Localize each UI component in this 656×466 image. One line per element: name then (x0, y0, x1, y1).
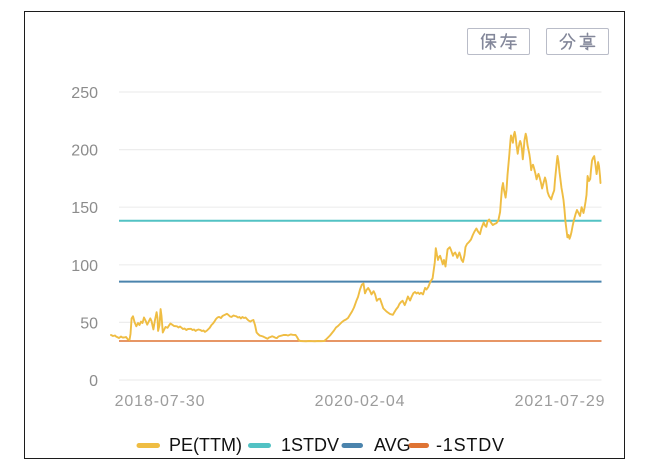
svg-text:250: 250 (71, 85, 98, 102)
svg-text:-1STDV: -1STDV (436, 435, 505, 455)
svg-text:AVG: AVG (374, 435, 411, 455)
svg-text:50: 50 (80, 315, 98, 332)
svg-text:0: 0 (89, 373, 98, 390)
svg-text:100: 100 (71, 258, 98, 275)
svg-text:2020-02-04: 2020-02-04 (315, 393, 406, 410)
svg-text:2021-07-29: 2021-07-29 (515, 393, 606, 410)
svg-text:PE(TTM): PE(TTM) (169, 435, 242, 455)
svg-text:200: 200 (71, 143, 98, 160)
svg-text:1STDV: 1STDV (281, 435, 339, 455)
svg-text:2018-07-30: 2018-07-30 (115, 393, 206, 410)
svg-text:150: 150 (71, 200, 98, 217)
